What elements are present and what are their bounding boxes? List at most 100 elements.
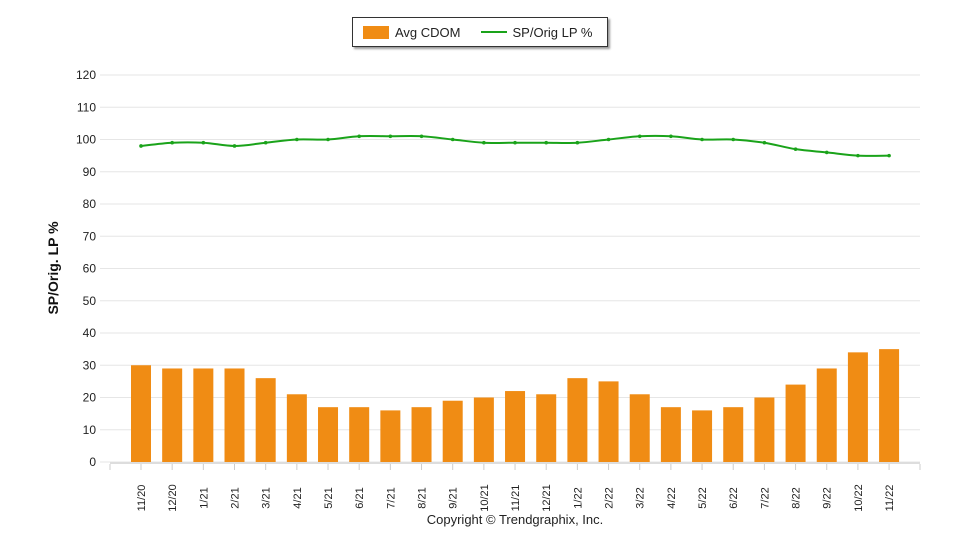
line-point bbox=[544, 140, 549, 145]
bar bbox=[692, 410, 713, 462]
x-tick-label: 6/21 bbox=[354, 487, 366, 508]
bar bbox=[255, 378, 276, 462]
x-tick-label: 6/22 bbox=[728, 487, 740, 508]
x-tick-label: 10/22 bbox=[853, 484, 865, 512]
x-tick-label: 2/22 bbox=[604, 487, 616, 508]
x-tick-label: 8/21 bbox=[417, 487, 429, 508]
bar bbox=[847, 352, 868, 462]
y-tick-label: 20 bbox=[83, 391, 97, 405]
line-point bbox=[575, 140, 580, 145]
y-tick-label: 100 bbox=[76, 133, 96, 147]
bar bbox=[754, 397, 775, 462]
x-tick-label: 11/22 bbox=[884, 485, 896, 512]
legend-item-sp-orig-lp: SP/Orig LP % bbox=[471, 24, 593, 40]
bar bbox=[473, 397, 494, 462]
bar bbox=[660, 407, 681, 462]
bar bbox=[193, 368, 214, 462]
legend-swatch-bar bbox=[363, 25, 389, 39]
x-tick-label: 5/22 bbox=[697, 487, 709, 508]
x-tick-label: 11/21 bbox=[510, 485, 522, 512]
line-point bbox=[450, 137, 455, 142]
line-point bbox=[762, 140, 767, 145]
bar bbox=[879, 349, 900, 462]
line-point bbox=[606, 137, 611, 142]
y-tick-label: 10 bbox=[83, 423, 97, 437]
bar bbox=[224, 368, 245, 462]
y-tick-label: 120 bbox=[76, 68, 96, 82]
x-tick-label: 4/21 bbox=[292, 487, 304, 508]
bar bbox=[411, 407, 432, 462]
line-point bbox=[232, 144, 237, 148]
x-tick-label: 5/21 bbox=[323, 487, 335, 508]
x-tick-label: 2/21 bbox=[230, 487, 242, 508]
y-tick-label: 70 bbox=[83, 229, 97, 243]
x-tick-label: 12/21 bbox=[541, 484, 553, 512]
x-tick-label: 4/22 bbox=[666, 487, 678, 508]
legend: Avg CDOM SP/Orig LP % bbox=[352, 17, 608, 47]
bar bbox=[318, 407, 339, 462]
x-tick-label: 12/20 bbox=[167, 484, 179, 512]
y-tick-label: 110 bbox=[77, 100, 96, 114]
line-point bbox=[295, 137, 299, 142]
line-point bbox=[139, 144, 143, 148]
y-axis-label: SP/Orig. LP % bbox=[45, 221, 61, 315]
bar bbox=[349, 407, 370, 462]
legend-label: SP/Orig LP % bbox=[512, 24, 593, 40]
bar bbox=[162, 368, 183, 462]
x-tick-label: 7/21 bbox=[385, 487, 397, 508]
line-point bbox=[887, 153, 891, 158]
x-tick-label: 8/22 bbox=[791, 487, 803, 508]
bar bbox=[567, 378, 588, 462]
line-point bbox=[513, 140, 517, 145]
x-tick-label: 1/22 bbox=[572, 487, 584, 508]
line-point bbox=[419, 134, 424, 139]
x-tick-label: 1/21 bbox=[198, 487, 210, 508]
bar bbox=[598, 381, 619, 462]
y-tick-label: 0 bbox=[89, 455, 96, 469]
line-point bbox=[201, 140, 206, 145]
x-tick-label: 10/21 bbox=[479, 484, 491, 512]
bar bbox=[286, 394, 307, 462]
line-point bbox=[731, 137, 736, 142]
legend-item-avg-cdom: Avg CDOM bbox=[363, 25, 461, 40]
line-point bbox=[388, 134, 393, 139]
x-tick-label: 9/22 bbox=[822, 487, 834, 508]
x-tick-label: 3/22 bbox=[635, 487, 647, 508]
x-tick-label: 7/22 bbox=[759, 487, 771, 508]
line-point bbox=[856, 153, 860, 158]
line-series bbox=[140, 134, 890, 157]
bar bbox=[816, 368, 837, 462]
x-tick-label: 3/21 bbox=[261, 487, 273, 508]
bar bbox=[131, 365, 151, 462]
y-tick-label: 50 bbox=[83, 294, 97, 308]
line-point bbox=[637, 134, 642, 139]
bar bbox=[723, 407, 744, 462]
bar bbox=[536, 394, 557, 462]
copyright: Copyright © Trendgraphix, Inc. bbox=[426, 512, 604, 527]
y-tick-label: 80 bbox=[83, 197, 97, 211]
line-point bbox=[482, 140, 486, 145]
y-tick-label: 90 bbox=[83, 165, 97, 179]
line-point bbox=[263, 140, 268, 145]
line-point bbox=[700, 137, 704, 142]
bar bbox=[505, 391, 526, 462]
bar bbox=[629, 394, 650, 462]
legend-swatch-line bbox=[480, 31, 507, 33]
x-tick-label: 9/21 bbox=[448, 487, 460, 508]
y-tick-label: 40 bbox=[83, 326, 97, 340]
y-tick-label: 60 bbox=[83, 262, 97, 276]
legend-label: Avg CDOM bbox=[395, 24, 461, 40]
line-point bbox=[669, 134, 673, 139]
line-point bbox=[170, 140, 174, 145]
x-tick-label: 11/20 bbox=[136, 485, 148, 512]
bar bbox=[785, 384, 806, 462]
line-point bbox=[793, 147, 798, 151]
line-point bbox=[326, 137, 330, 142]
y-tick-label: 30 bbox=[83, 358, 97, 372]
line-point bbox=[357, 134, 361, 139]
bar bbox=[442, 400, 463, 462]
bar bbox=[380, 410, 401, 462]
line-point bbox=[824, 150, 829, 155]
